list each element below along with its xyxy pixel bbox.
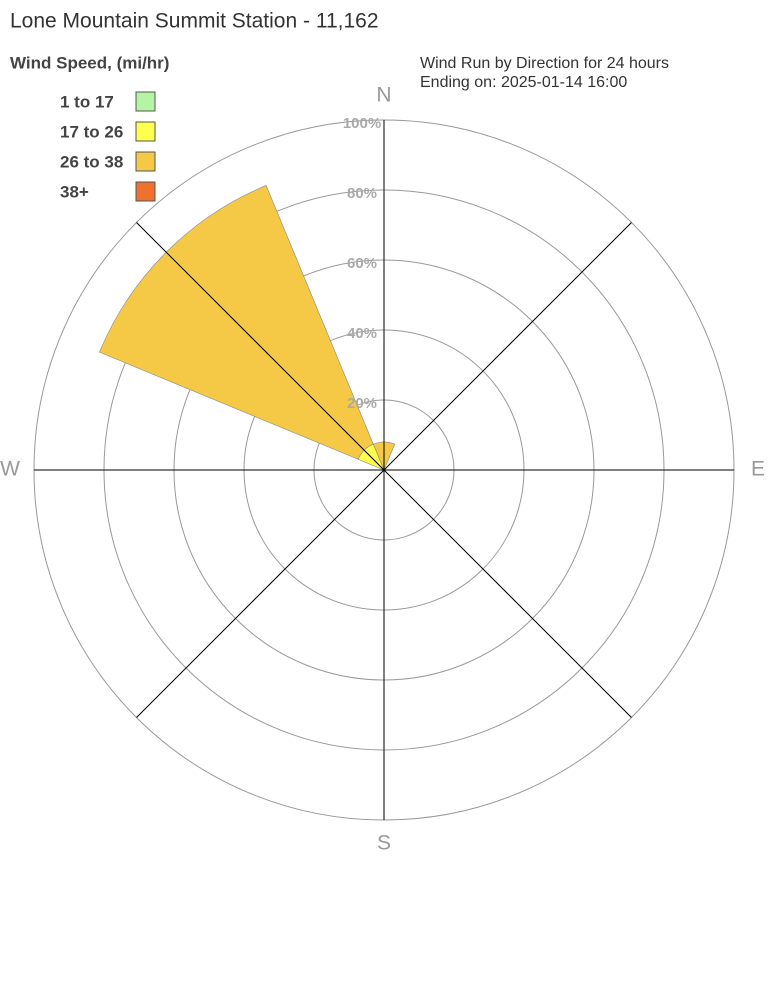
direction-label: N — [376, 84, 391, 107]
legend-label: 1 to 17 — [60, 92, 114, 111]
legend-title: Wind Speed, (mi/hr) — [10, 53, 169, 72]
spoke — [136, 222, 385, 471]
subtitle: Ending on: 2025-01-14 16:00 — [420, 74, 627, 91]
legend-label: 38+ — [60, 182, 89, 201]
legend-swatch — [135, 91, 156, 112]
chart-title: Lone Mountain Summit Station - 11,162 — [10, 10, 379, 33]
r-tick-label: 60% — [347, 255, 377, 272]
legend-swatch — [135, 121, 156, 142]
subtitle: Wind Run by Direction for 24 hours — [420, 55, 669, 72]
r-tick-label: 80% — [347, 185, 377, 202]
direction-label: S — [377, 832, 391, 855]
legend-label: 26 to 38 — [60, 152, 123, 171]
direction-label: W — [0, 458, 20, 481]
legend-label: 17 to 26 — [60, 122, 123, 141]
legend-swatch — [135, 151, 156, 172]
r-tick-label: 100% — [343, 115, 381, 132]
spoke — [383, 222, 632, 471]
legend-swatch — [135, 181, 156, 202]
direction-label: E — [751, 458, 765, 481]
r-tick-label: 40% — [347, 325, 377, 342]
spoke — [136, 469, 385, 718]
r-tick-label: 20% — [347, 395, 377, 412]
spoke — [383, 469, 632, 718]
